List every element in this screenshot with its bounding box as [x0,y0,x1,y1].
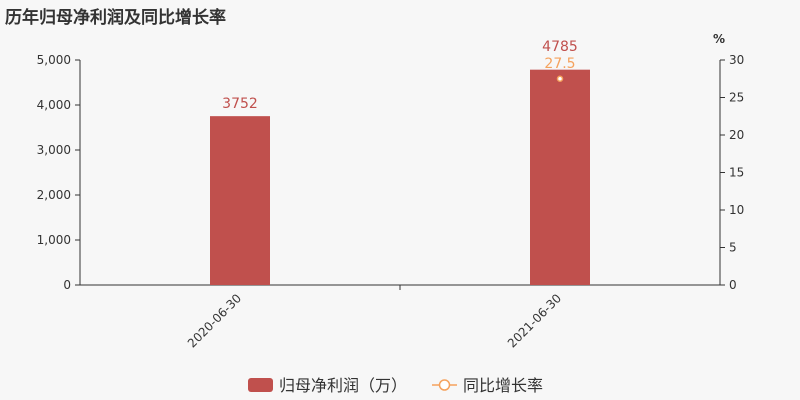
left-tick-label: 1,000 [37,233,71,247]
x-tick-label: 2020-06-30 [185,291,244,350]
right-tick-label: 25 [729,91,744,105]
left-tick-label: 3,000 [37,143,71,157]
bar [530,69,590,285]
growth-point [556,75,564,82]
right-tick-label: 15 [729,166,744,180]
right-tick-label: 5 [729,241,737,255]
right-tick-label: 20 [729,128,744,142]
right-tick-label: 0 [729,278,737,292]
bar-data-label: 4785 [542,39,578,55]
bar [210,116,270,285]
growth-data-label: 27.5 [544,56,575,72]
right-tick-label: 10 [729,203,744,217]
legend-line-marker [438,379,451,391]
x-tick-label: 2021-06-30 [505,291,564,350]
left-tick-label: 2,000 [37,188,71,202]
right-axis-unit: % [713,32,725,46]
legend-bar-label: 归母净利润（万） [279,376,407,395]
right-tick-label: 30 [729,53,744,67]
legend-bar-swatch [248,378,273,392]
left-tick-label: 5,000 [37,53,71,67]
bar-data-label: 3752 [222,96,258,112]
left-tick-label: 0 [63,278,71,292]
legend-line-label: 同比增长率 [463,376,543,395]
chart-title: 历年归母净利润及同比增长率 [5,8,226,28]
left-tick-label: 4,000 [37,98,71,112]
